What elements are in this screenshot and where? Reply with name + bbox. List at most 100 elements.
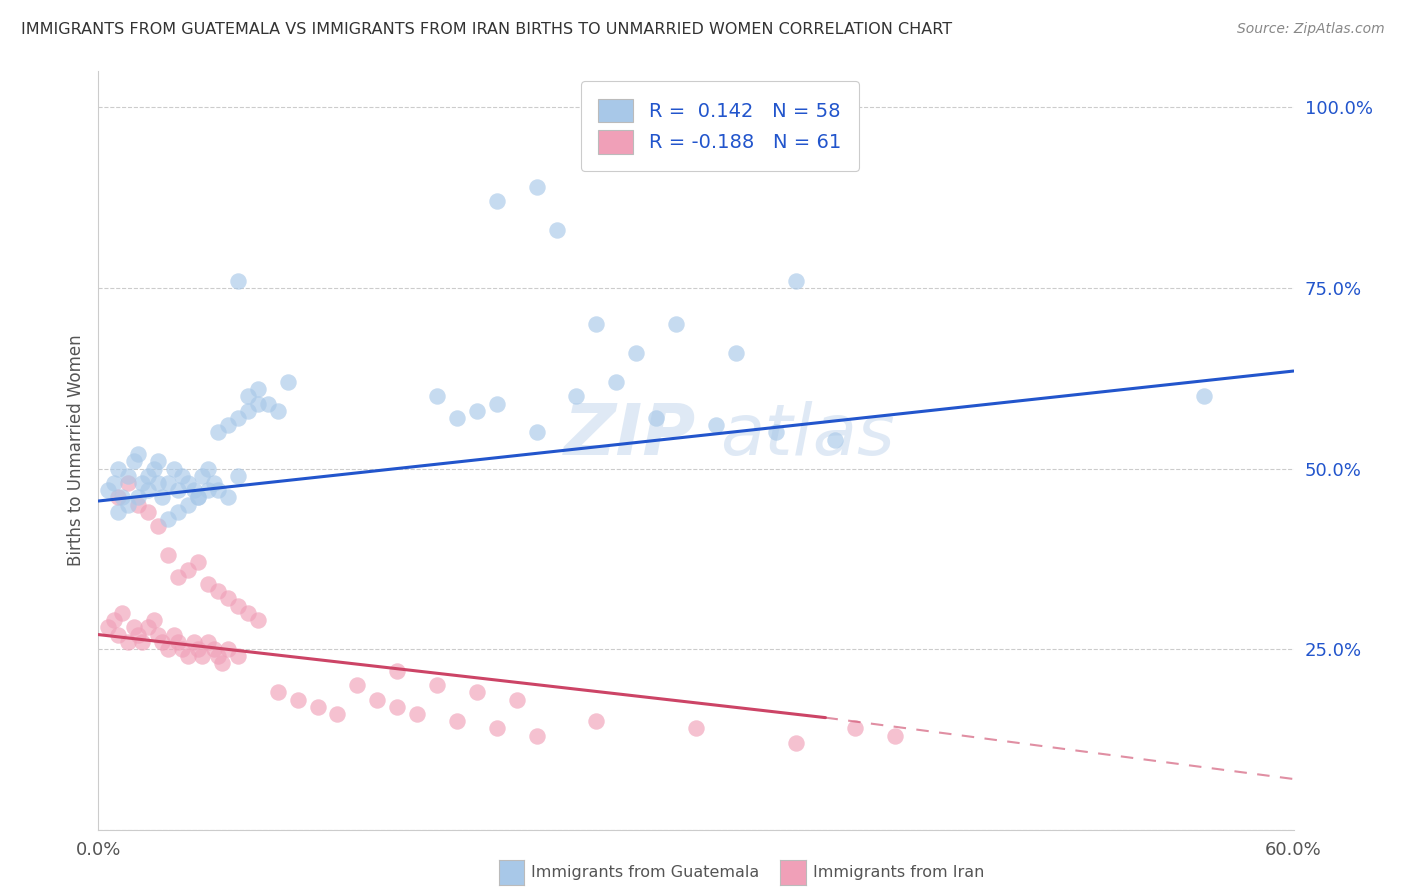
Point xyxy=(426,678,449,692)
Point xyxy=(465,403,488,417)
Point xyxy=(207,483,229,498)
Point xyxy=(131,635,153,649)
Point xyxy=(172,642,194,657)
Point xyxy=(136,468,159,483)
Point xyxy=(136,620,159,634)
Point xyxy=(136,505,159,519)
Point xyxy=(117,498,139,512)
Point xyxy=(287,692,309,706)
Point xyxy=(785,274,807,288)
Point xyxy=(143,461,166,475)
Point xyxy=(143,613,166,627)
Point xyxy=(187,555,209,569)
Point xyxy=(385,699,409,714)
Point xyxy=(167,505,190,519)
Point xyxy=(485,396,508,410)
Point xyxy=(526,425,548,440)
Point xyxy=(207,649,229,664)
Point xyxy=(107,491,129,505)
Point xyxy=(605,375,627,389)
Point xyxy=(256,396,278,410)
Point xyxy=(226,411,249,425)
Point xyxy=(167,483,190,498)
Point xyxy=(187,491,209,505)
Point xyxy=(485,194,508,209)
Point xyxy=(163,461,186,475)
Point xyxy=(226,649,249,664)
Point xyxy=(246,382,269,396)
Point xyxy=(785,736,807,750)
Point xyxy=(546,223,568,237)
Point xyxy=(150,635,173,649)
Point xyxy=(111,606,134,620)
Point xyxy=(124,620,146,634)
Point xyxy=(157,512,180,526)
Point xyxy=(157,642,180,657)
Point xyxy=(148,454,170,468)
Point xyxy=(207,425,229,440)
Point xyxy=(117,475,139,490)
Point xyxy=(236,403,259,417)
Point xyxy=(163,627,186,641)
Point xyxy=(187,491,209,505)
Point xyxy=(127,627,149,641)
Point xyxy=(765,425,787,440)
Point xyxy=(585,317,607,331)
Point xyxy=(446,714,468,729)
Point xyxy=(267,403,290,417)
Point xyxy=(267,685,290,699)
Point xyxy=(150,491,173,505)
Point xyxy=(207,584,229,599)
Point xyxy=(177,649,200,664)
Point xyxy=(236,606,259,620)
Point xyxy=(824,433,846,447)
Point xyxy=(197,577,219,591)
Point xyxy=(131,475,153,490)
Point xyxy=(346,678,368,692)
Point xyxy=(704,418,727,433)
Point xyxy=(446,411,468,425)
Point xyxy=(426,389,449,403)
Point xyxy=(307,699,329,714)
Point xyxy=(645,411,668,425)
Point xyxy=(157,475,180,490)
Point xyxy=(526,729,548,743)
Point xyxy=(685,722,707,736)
Point xyxy=(211,657,233,671)
Point xyxy=(117,468,139,483)
Point xyxy=(167,635,190,649)
Point xyxy=(191,468,214,483)
Point xyxy=(526,180,548,194)
Text: atlas: atlas xyxy=(720,401,894,470)
Point xyxy=(202,642,225,657)
Point xyxy=(197,461,219,475)
Point xyxy=(177,498,200,512)
Point xyxy=(148,475,170,490)
Point xyxy=(97,483,120,498)
Legend: R =  0.142   N = 58, R = -0.188   N = 61: R = 0.142 N = 58, R = -0.188 N = 61 xyxy=(581,81,859,171)
Point xyxy=(136,483,159,498)
Point xyxy=(191,649,214,664)
Point xyxy=(97,620,120,634)
Point xyxy=(103,613,125,627)
Point xyxy=(103,475,125,490)
Text: IMMIGRANTS FROM GUATEMALA VS IMMIGRANTS FROM IRAN BIRTHS TO UNMARRIED WOMEN CORR: IMMIGRANTS FROM GUATEMALA VS IMMIGRANTS … xyxy=(21,22,952,37)
Point xyxy=(124,454,146,468)
Point xyxy=(183,483,205,498)
Point xyxy=(177,475,200,490)
Point xyxy=(585,714,607,729)
Point xyxy=(177,563,200,577)
Point xyxy=(187,642,209,657)
Point xyxy=(217,418,239,433)
Point xyxy=(326,706,349,721)
Point xyxy=(226,468,249,483)
Point xyxy=(406,706,429,721)
Point xyxy=(385,664,409,678)
Point xyxy=(366,692,388,706)
Point xyxy=(465,685,488,699)
Point xyxy=(506,692,529,706)
Point xyxy=(167,570,190,584)
Point xyxy=(117,635,139,649)
Point xyxy=(626,346,648,360)
Point xyxy=(884,729,907,743)
